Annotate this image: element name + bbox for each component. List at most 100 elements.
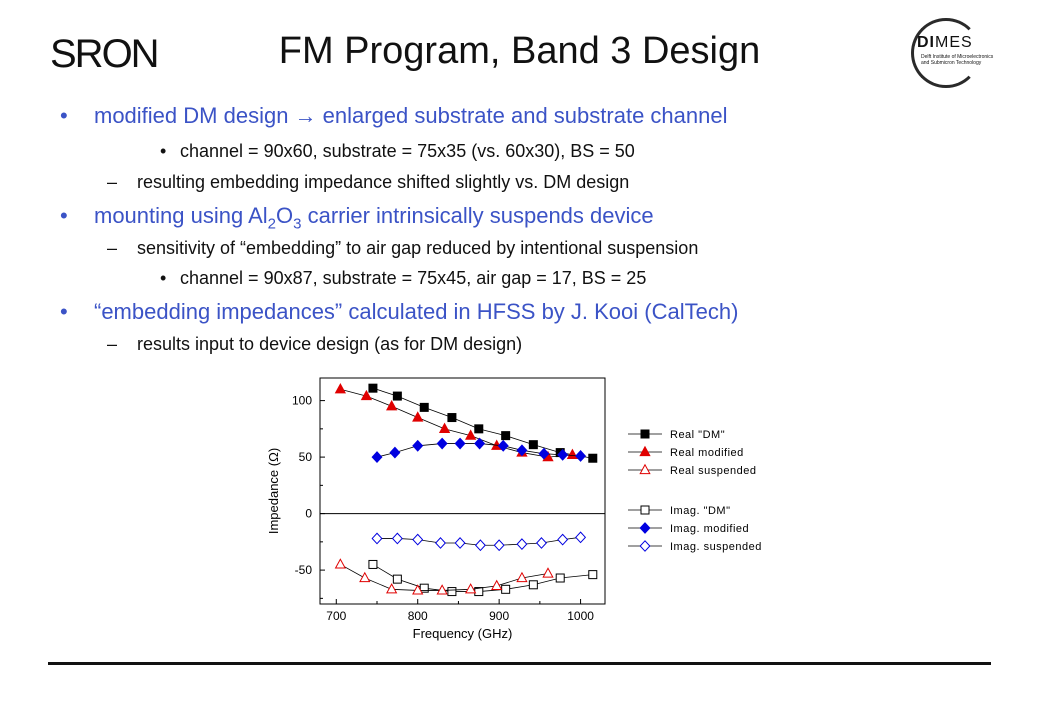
data-point	[566, 448, 579, 459]
logo-sron: SRON	[50, 32, 160, 76]
bullet-2-1: – sensitivity of “embedding” to air gap …	[107, 238, 699, 259]
data-point	[542, 567, 554, 578]
series-line	[340, 388, 573, 458]
data-point	[575, 531, 587, 544]
legend-label: Imag. suspended	[670, 541, 762, 553]
data-point	[392, 391, 402, 401]
bullet-1-2-text: resulting embedding impedance shifted sl…	[137, 172, 630, 192]
data-point	[368, 383, 378, 393]
bullet-3-text: “embedding impedances” calculated in HFS…	[94, 299, 739, 324]
bullet-2-2-marker: •	[160, 268, 167, 288]
data-point	[368, 559, 378, 569]
data-point	[575, 450, 587, 462]
data-point	[419, 402, 429, 412]
plot-frame	[319, 377, 606, 605]
data-point	[536, 537, 547, 549]
data-point	[474, 437, 486, 450]
data-point	[501, 431, 511, 441]
data-point	[389, 446, 401, 459]
data-point	[412, 411, 424, 422]
data-point	[557, 533, 569, 546]
data-point	[392, 574, 402, 584]
y-tick-label: -50	[295, 563, 313, 577]
legend-marker	[639, 540, 651, 552]
data-point	[334, 383, 346, 394]
legend-marker	[639, 463, 651, 475]
data-point	[557, 448, 569, 461]
x-tick-label: 1000	[567, 609, 594, 623]
data-point	[412, 584, 424, 595]
data-point	[419, 583, 429, 593]
dimes-circle-shape	[911, 18, 981, 88]
x-tick-label: 900	[489, 609, 509, 623]
bullet-2-sub1: 2	[267, 215, 277, 233]
bullet-1-2-marker: –	[107, 172, 118, 192]
y-axis-label: Impedance (Ω)	[266, 448, 281, 534]
bullet-3: • “embedding impedances” calculated in H…	[60, 299, 739, 325]
bullet-1-text: modified DM design → enlarged substrate …	[94, 103, 728, 128]
data-point	[497, 439, 509, 452]
data-point	[465, 429, 477, 440]
y-tick-label: 50	[299, 450, 313, 464]
dimes-logo-text: DIMES	[917, 34, 973, 52]
data-point	[493, 539, 505, 552]
data-point	[454, 537, 466, 549]
bullet-2-2: • channel = 90x87, substrate = 75x45, ai…	[160, 268, 647, 289]
bullet-2-1-text: sensitivity of “embedding” to air gap re…	[137, 238, 699, 258]
data-point	[447, 587, 457, 597]
data-point	[438, 422, 451, 433]
bullet-1-2: – resulting embedding impedance shifted …	[107, 172, 630, 193]
series-line	[372, 387, 593, 459]
data-point	[516, 571, 528, 583]
bullet-2: • mounting using Al2O3 carrier intrinsic…	[60, 203, 654, 232]
data-point	[588, 453, 598, 463]
data-point	[435, 537, 446, 549]
impedance-chart: 700 800 900 1000 -50 0 50 100 Frequency (GHz) Imp…	[266, 377, 762, 641]
data-point	[501, 584, 511, 594]
bullet-1-1-marker: •	[160, 141, 167, 161]
data-point	[412, 439, 424, 452]
bullet-3-1-marker: –	[107, 334, 118, 354]
legend-marker	[639, 445, 651, 457]
bullet-1-1-text: channel = 90x60, substrate = 75x35 (vs. …	[180, 141, 635, 161]
data-point	[516, 538, 528, 551]
data-point	[528, 580, 538, 590]
bullet-2-1-marker: –	[107, 238, 118, 258]
data-point	[474, 424, 484, 434]
bullet-2-pre: mounting using Al	[94, 203, 268, 228]
bullet-3-marker: •	[60, 299, 68, 324]
bullet-3-1-text: results input to device design (as for D…	[137, 334, 523, 354]
data-point	[516, 444, 528, 457]
bullet-2-2-text: channel = 90x87, substrate = 75x45, air …	[180, 268, 647, 288]
bullet-1: • modified DM design → enlarged substrat…	[60, 103, 728, 129]
data-point	[555, 573, 565, 583]
dimes-subtitle: Delft Institute of Microelectronics and …	[921, 54, 1001, 66]
logo-dimes: DIMES Delft Institute of Microelectronic…	[903, 14, 1003, 94]
legend-marker	[640, 505, 650, 515]
data-point	[474, 539, 486, 552]
dimes-light: MES	[935, 34, 973, 51]
x-tick-label: 800	[408, 609, 428, 623]
data-point	[447, 413, 457, 423]
data-point	[360, 389, 373, 401]
data-point	[371, 451, 383, 464]
y-tick-label: 0	[305, 507, 312, 521]
page-title: FM Program, Band 3 Design	[278, 30, 761, 72]
bullet-1-marker: •	[60, 103, 68, 128]
data-point	[359, 571, 371, 583]
data-point	[528, 440, 538, 450]
bottom-rule	[48, 662, 991, 665]
data-point	[454, 437, 466, 450]
dimes-bold: DI	[917, 34, 935, 51]
bullet-2-sub2: 3	[293, 215, 302, 233]
legend-label: Real modified	[670, 447, 744, 459]
data-point	[465, 583, 477, 594]
data-point	[412, 533, 424, 546]
dimes-subtitle-line1: Delft Institute of Microelectronics	[921, 54, 994, 60]
dimes-subtitle-line2: and Submicron Technology	[921, 60, 982, 66]
data-point	[371, 532, 383, 545]
x-tick-label: 700	[326, 609, 346, 623]
data-point	[386, 400, 398, 411]
data-point	[588, 570, 598, 580]
bullet-2-text: mounting using Al2O3 carrier intrinsical…	[94, 203, 654, 232]
